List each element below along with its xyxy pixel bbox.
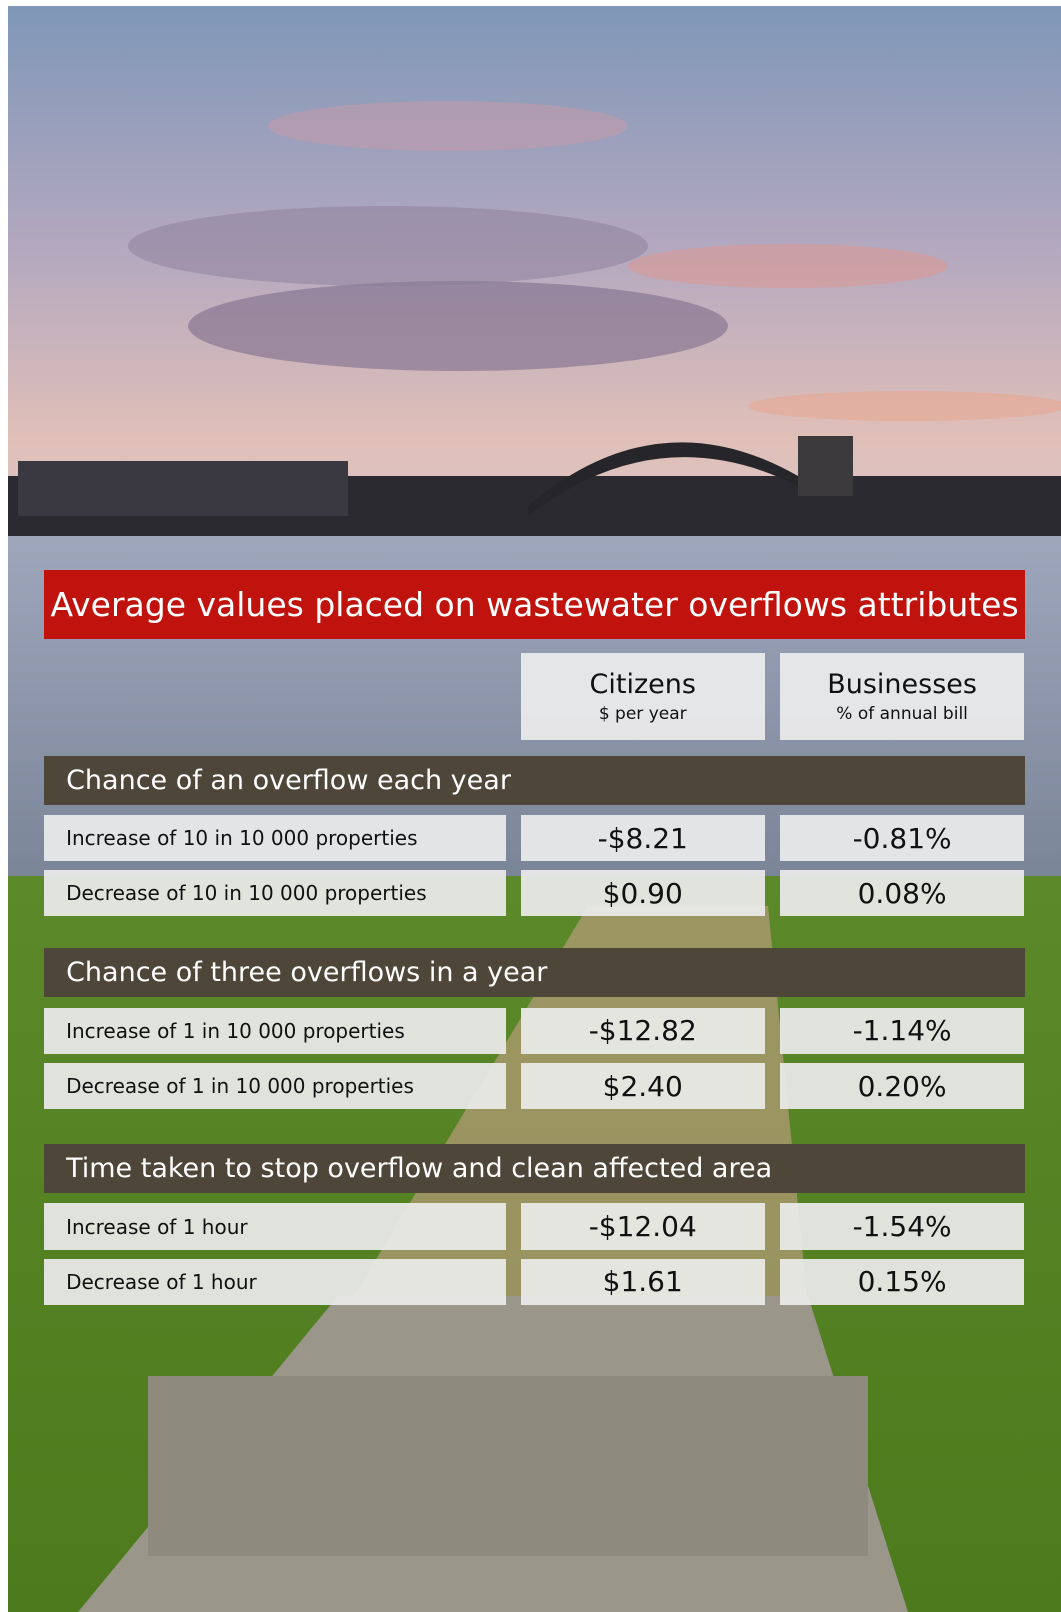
section-heading: Chance of an overflow each year [44,756,1025,805]
value-cell: -1.14% [780,1008,1024,1054]
background-photo [8,6,1061,1612]
row-label: Increase of 1 in 10 000 properties [44,1008,506,1054]
column-header: Citizens $ per year [521,653,765,740]
value-cell: 0.08% [780,870,1024,916]
value-cell: $1.61 [521,1259,765,1305]
section-heading: Chance of three overflows in a year [44,948,1025,997]
column-name: Citizens [590,669,696,700]
value-cell: $2.40 [521,1063,765,1109]
row-label: Decrease of 10 in 10 000 properties [44,870,506,916]
value-cell: $0.90 [521,870,765,916]
column-unit: % of annual bill [836,704,968,724]
column-name: Businesses [827,669,977,700]
value-cell: -1.54% [780,1203,1024,1249]
row-label: Increase of 10 in 10 000 properties [44,815,506,861]
value-cell: 0.20% [780,1063,1024,1109]
column-header: Businesses % of annual bill [780,653,1024,740]
title-bar: Average values placed on wastewater over… [44,570,1025,639]
value-cell: 0.15% [780,1259,1024,1305]
value-cell: -$8.21 [521,815,765,861]
value-cell: -0.81% [780,815,1024,861]
row-label: Decrease of 1 hour [44,1259,506,1305]
value-cell: -$12.04 [521,1203,765,1249]
row-label: Increase of 1 hour [44,1203,506,1249]
value-cell: -$12.82 [521,1008,765,1054]
section-heading: Time taken to stop overflow and clean af… [44,1144,1025,1193]
column-unit: $ per year [599,704,687,724]
row-label: Decrease of 1 in 10 000 properties [44,1063,506,1109]
page: Average values placed on wastewater over… [0,0,1061,1612]
